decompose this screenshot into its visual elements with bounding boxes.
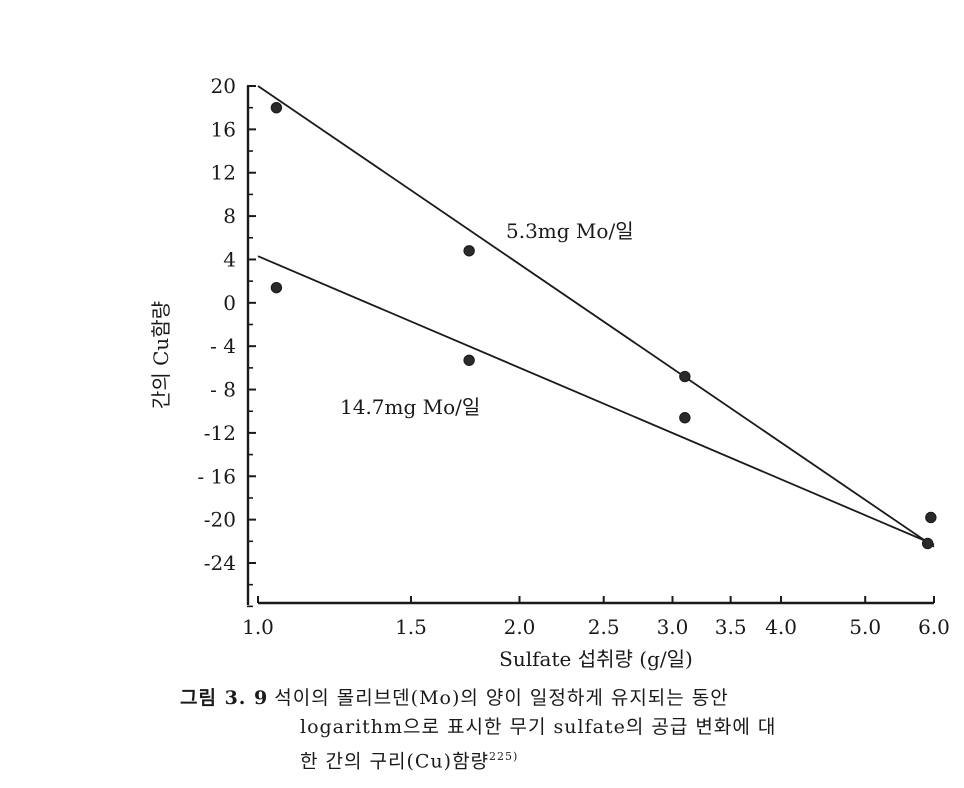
data-point-series-2 [463,354,475,366]
fit-line-series-2 [257,255,935,546]
data-point-series-2 [270,281,283,294]
caption-line-2: logarithm으로 표시한 무기 sulfate의 공급 변화에 대 [300,716,777,738]
data-point-series-2 [921,537,934,550]
data-points [270,101,937,550]
x-tick-label: 3.0 [657,615,689,639]
fit-lines [257,85,935,548]
y-tick-label: - 8 [210,378,236,402]
series-label-1: 5.3mg Mo/일 [506,219,634,243]
x-tick-label: 5.0 [849,615,881,639]
y-axis-title: 간의 Cu함량 [149,301,173,409]
y-tick-label: 12 [211,161,236,185]
x-tick-label: 6.0 [918,615,950,639]
caption-reference: 225) [489,750,519,763]
data-point-series-1 [463,245,475,257]
x-tick-label: 4.0 [765,615,797,639]
figure-number: 그림 3. 9 [180,687,269,709]
y-tick-label: -24 [204,551,236,575]
x-tick-label: 2.0 [504,615,536,639]
caption-line-3: 한 간의 구리(Cu)함량 [300,750,490,773]
series-label-2: 14.7mg Mo/일 [340,395,480,419]
x-tick-label: 2.5 [588,615,620,639]
chart: 20 16 12 8 4 0 - 4 - 8 -12 - 16 -20 -24 1.0 1.5 2.0 2.5… [149,74,950,671]
axes: 20 16 12 8 4 0 - 4 - 8 -12 - 16 -20 -24 1.0 1.5 2.0 2.5… [149,74,950,671]
y-tick-label: -20 [204,508,236,532]
y-tick-label: 8 [223,204,236,228]
x-axis-title: Sulfate 섭취량 (g/일) [499,647,693,671]
y-tick-label: 4 [223,247,236,271]
data-point-series-1 [925,511,937,524]
data-point-series-1 [679,370,691,383]
fit-line-series-1 [257,85,935,548]
y-tick-label: 16 [211,117,236,141]
y-tick-label: 0 [223,291,236,315]
y-tick-label: - 4 [210,334,236,358]
figure-caption: 그림 3. 9 석이의 몰리브덴(Mo)의 양이 일정하게 유지되는 동안 log… [180,684,950,776]
y-tick-label: - 16 [197,464,236,488]
caption-line-1: 석이의 몰리브덴(Mo)의 양이 일정하게 유지되는 동안 [274,687,729,709]
x-tick-label: 1.5 [395,615,427,639]
x-tick-label: 1.0 [242,615,274,639]
data-point-series-2 [679,412,691,424]
data-point-series-1 [270,101,283,114]
x-tick-label: 3.5 [715,615,747,639]
labels: 5.3mg Mo/일 14.7mg Mo/일 [340,219,634,419]
y-tick-label: -12 [204,421,236,445]
y-tick-label: 20 [211,74,236,98]
